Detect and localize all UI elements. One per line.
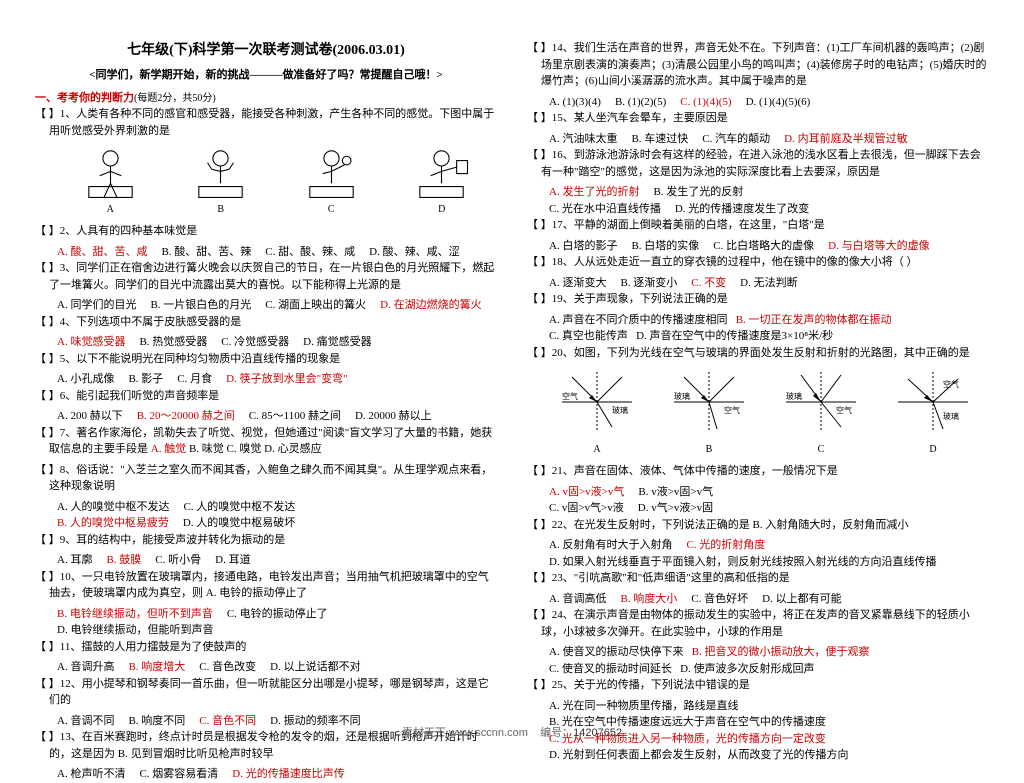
- svg-text:玻璃: 玻璃: [612, 405, 628, 415]
- q14-options: A. (1)(3)(4) B. (1)(2)(5) C. (1)(4)(5) D…: [527, 94, 989, 111]
- svg-text:空气: 空气: [943, 379, 959, 389]
- question-18: 【 】18、人从远处走近一直立的穿衣镜的过程中，他在镜中的像的像大小将（ ）: [527, 254, 989, 271]
- q11-options: A. 音调升高 B. 响度增大 C. 音色改变 D. 以上说话都不对: [35, 659, 497, 676]
- q9-options: A. 耳廓 B. 鼓膜 C. 听小骨 D. 耳道: [35, 552, 497, 569]
- question-20: 【 】20、如图，下列为光线在空气与玻璃的界面处发生反射和折射的光路图，其中正确…: [527, 345, 989, 362]
- footer-serial-label: 编号：: [540, 727, 573, 739]
- illus-a: A: [78, 145, 143, 217]
- q18-options: A. 逐渐变大 B. 逐渐变小 C. 不变 D. 无法判断: [527, 275, 989, 292]
- question-5: 【 】5、以下不能说明光在同种均匀物质中沿直线传播的现象是: [35, 351, 497, 368]
- q19-options: A. 声音在不同介质中的传播速度相同 B. 一切正在发声的物体都在振动: [527, 312, 989, 329]
- q5-options: A. 小孔成像 B. 影子 C. 月食 D. 筷子放到水里会"变弯": [35, 371, 497, 388]
- q22-options: A. 反射角有时大于入射角 C. 光的折射角度: [527, 537, 989, 554]
- q13-options: A. 枪声听不清 C. 烟雾容易看清 D. 光的传播速度比声传: [35, 766, 497, 783]
- question-17: 【 】17、平静的湖面上倒映着美丽的白塔，在这里，"白塔"是: [527, 217, 989, 234]
- q15-options: A. 汽油味太重 B. 车速过快 C. 汽车的颠动 D. 内耳前庭及半规管过敏: [527, 131, 989, 148]
- q3-options: A. 同学们的目光 B. 一片银白色的月光 C. 湖面上映出的篝火 D. 在湖边…: [35, 297, 497, 314]
- q6-options: A. 200 赫以下 B. 20～20000 赫之间 C. 85～1100 赫之…: [35, 408, 497, 425]
- question-8: 【 】8、俗话说："入芝兰之室久而不闻其香，入鲍鱼之肆久而不闻其臭"。从生理学观…: [35, 462, 497, 495]
- svg-text:空气: 空气: [562, 391, 578, 401]
- page-title: 七年级(下)科学第一次联考测试卷(2006.03.01): [35, 40, 497, 61]
- svg-text:玻璃: 玻璃: [674, 391, 690, 401]
- q2-options: A. 酸、甜、苦、咸 B. 酸、甜、苦、辣 C. 甜、酸、辣、咸 D. 酸、辣、…: [35, 244, 497, 261]
- diagram-b: 玻璃空气 B: [669, 367, 749, 457]
- diagram-c: 玻璃空气 C: [781, 367, 861, 457]
- question-12: 【 】12、用小提琴和钢琴奏同一首乐曲，但一听就能区分出哪是小提琴，哪是钢琴声，…: [35, 676, 497, 709]
- svg-text:玻璃: 玻璃: [943, 411, 959, 421]
- section-1-header: 一、考考你的判断力(每题2分，共50分): [35, 90, 497, 107]
- question-11: 【 】11、擂鼓的人用力擂鼓是为了使鼓声的: [35, 639, 497, 656]
- svg-text:空气: 空气: [836, 405, 852, 415]
- question-2: 【 】2、人具有的四种基本味觉是: [35, 223, 497, 240]
- q10-options: B. 电铃继续振动，但听不到声音 C. 电铃的振动停止了 D. 电铃继续振动，但…: [35, 606, 497, 639]
- question-14: 【 】14、我们生活在声音的世界，声音无处不在。下列声音：(1)工厂车间机器的轰…: [527, 40, 989, 90]
- question-6: 【 】6、能引起我们听觉的声音频率是: [35, 388, 497, 405]
- q24-options-2: C. 使音叉的振动时间延长 D. 使声波多次反射形成回声: [527, 661, 989, 678]
- illus-d: D: [409, 145, 474, 217]
- q1-illustrations: A B C D: [35, 145, 497, 217]
- q8-options-2: B. 人的嗅觉中枢易疲劳 D. 人的嗅觉中枢易破坏: [35, 515, 497, 532]
- q20-diagrams: 空气玻璃 A 玻璃空气 B 玻璃空气 C 空气玻璃 D: [527, 367, 989, 457]
- question-15: 【 】15、某人坐汽车会晕车，主要原因是: [527, 110, 989, 127]
- svg-text:玻璃: 玻璃: [786, 391, 802, 401]
- q25-opt-a: A. 光在同一种物质里传播，路线是直线: [527, 698, 989, 715]
- question-19: 【 】19、关于声现象，下列说法正确的是: [527, 291, 989, 308]
- diagram-d: 空气玻璃 D: [893, 367, 973, 457]
- left-column: 七年级(下)科学第一次联考测试卷(2006.03.01) <同学们，新学期开始，…: [35, 40, 497, 783]
- q25-opt-d: D. 光射到任何表面上都会发生反射，从而改变了光的传播方向: [527, 747, 989, 764]
- q8-options: A. 人的嗅觉中枢不发达 C. 人的嗅觉中枢不发达: [35, 499, 497, 516]
- question-1: 【 】1、人类有各种不同的感官和感受器，能接受各种刺激，产生各种不同的感觉。下图…: [35, 106, 497, 139]
- q16-options: A. 发生了光的折射 B. 发生了光的反射: [527, 184, 989, 201]
- q16-options-2: C. 光在水中沿直线传播 D. 光的传播速度发生了改变: [527, 201, 989, 218]
- footer: 素材天下 www.sccnn.com 编号：14207652: [402, 725, 622, 742]
- question-9: 【 】9、耳的结构中，能接受声波并转化为振动的是: [35, 532, 497, 549]
- question-23: 【 】23、"引吭高歌"和"低声细语"这里的高和低指的是: [527, 570, 989, 587]
- q19-options-2: C. 真空也能传声 D. 声音在空气中的传播速度是3×10⁸米/秒: [527, 328, 989, 345]
- q21-options: A. v固>v液>v气 B. v液>v固>v气: [527, 484, 989, 501]
- question-7: 【 】7、著名作家海伦，凯勒失去了听觉、视觉，但她通过"阅读"盲文学习了大量的书…: [35, 425, 497, 458]
- section-note: (每题2分，共50分): [134, 93, 216, 104]
- svg-text:空气: 空气: [724, 405, 740, 415]
- q22-opt-d: D. 如果入射光线垂直于平面镜入射，则反射光线按照入射光线的方向沿直线传播: [527, 554, 989, 571]
- q4-options: A. 味觉感受器 B. 热觉感受器 C. 冷觉感受器 D. 痛觉感受器: [35, 334, 497, 351]
- exam-page: 七年级(下)科学第一次联考测试卷(2006.03.01) <同学们，新学期开始，…: [35, 40, 989, 783]
- q24-options: A. 使音叉的振动尽快停下来 B. 把音叉的微小振动放大，便于观察: [527, 644, 989, 661]
- section-label: 一、考考你的判断力: [35, 92, 134, 104]
- q17-options: A. 白塔的影子 B. 白塔的实像 C. 比白塔略大的虚像 D. 与白塔等大的虚…: [527, 238, 989, 255]
- page-subtitle: <同学们，新学期开始，新的挑战———做准备好了吗？常提醒自己哦！>: [35, 67, 497, 84]
- right-column: 【 】14、我们生活在声音的世界，声音无处不在。下列声音：(1)工厂车间机器的轰…: [527, 40, 989, 783]
- q23-options: A. 音调高低 B. 响度大小 C. 音色好坏 D. 以上都有可能: [527, 591, 989, 608]
- question-10: 【 】10、一只电铃放置在玻璃罩内，接通电路，电铃发出声音；当用抽气机把玻璃罩中…: [35, 569, 497, 602]
- diagram-a: 空气玻璃 A: [557, 367, 637, 457]
- footer-site: 素材天下 www.sccnn.com: [402, 727, 528, 739]
- question-25: 【 】25、关于光的传播，下列说法中错误的是: [527, 677, 989, 694]
- question-22: 【 】22、在光发生反射时，下列说法正确的是 B. 入射角随大时，反射角而减小: [527, 517, 989, 534]
- q21-options-2: C. v固>v气>v液 D. v气>v液>v固: [527, 500, 989, 517]
- question-3: 【 】3、同学们正在宿舍边进行篝火晚会以庆贺自己的节日，在一片银白色的月光照耀下…: [35, 260, 497, 293]
- illus-b: B: [188, 145, 253, 217]
- question-21: 【 】21、声音在固体、液体、气体中传播的速度，一般情况下是: [527, 463, 989, 480]
- question-4: 【 】4、下列选项中不属于皮肤感受器的是: [35, 314, 497, 331]
- illus-c: C: [299, 145, 364, 217]
- question-16: 【 】16、到游泳池游泳时会有这样的经验，在进入泳池的浅水区看上去很浅，但一脚踩…: [527, 147, 989, 180]
- footer-serial: 14207652: [573, 727, 622, 739]
- question-24: 【 】24、在演示声音是由物体的振动发生的实验中，将正在发声的音叉紧靠悬线下的轻…: [527, 607, 989, 640]
